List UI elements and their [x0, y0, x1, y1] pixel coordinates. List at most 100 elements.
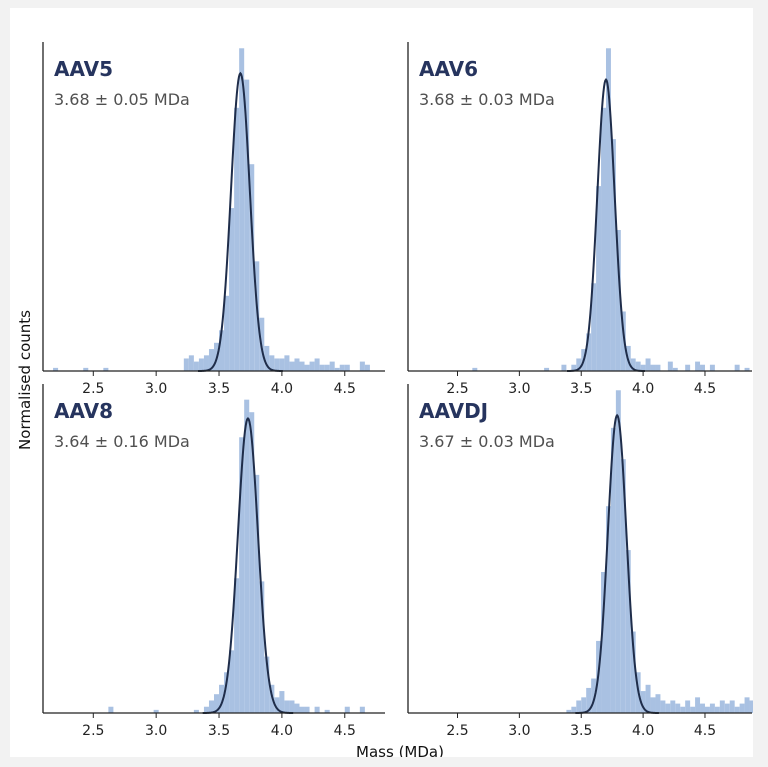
histogram-bar	[576, 358, 582, 371]
histogram-bar	[364, 364, 370, 371]
histogram-bar	[254, 474, 260, 713]
fit-curve	[566, 77, 645, 372]
histogram-bar	[229, 208, 235, 371]
y-axis-label: Normalised counts	[16, 310, 34, 450]
panel-annotation: 3.64 ± 0.16 MDa	[54, 432, 190, 451]
histogram-bar	[695, 697, 701, 713]
histogram-bar	[749, 700, 753, 713]
histogram-bar	[719, 700, 725, 713]
histogram-bar	[193, 709, 199, 713]
histogram-bar	[734, 364, 740, 371]
histogram-bar	[690, 706, 696, 713]
histogram-bar	[635, 361, 641, 371]
histogram-bar	[304, 706, 310, 713]
histogram-bar	[264, 656, 270, 713]
histogram-bar	[219, 330, 225, 371]
histogram-bar	[685, 364, 691, 371]
histogram-bar	[650, 697, 656, 713]
histogram-bar	[324, 709, 330, 713]
histogram-bar	[269, 355, 275, 371]
histogram-bar	[103, 367, 109, 371]
histogram-bar	[744, 367, 750, 371]
histogram-bar	[709, 364, 715, 371]
histogram-bar	[655, 694, 661, 713]
figure-card: Normalised counts Mass (MDa) 2.5 3.0 3.5 4.…	[10, 8, 753, 757]
histogram-bar	[314, 706, 320, 713]
x-tick-label: 3.5	[570, 723, 592, 739]
panel-title: AAVDJ	[419, 399, 488, 423]
histogram-bar	[294, 358, 300, 371]
histogram-bar	[640, 364, 646, 371]
histogram-bar	[709, 703, 715, 713]
histogram-bar	[203, 355, 209, 371]
panel-aav5: 2.5 3.0 3.5 4.0 4.5 AAV5 3.68 ± 0.05 MDa	[42, 42, 385, 397]
histogram-bar	[734, 706, 740, 713]
histogram-bar	[279, 358, 285, 371]
histogram-bar	[660, 700, 666, 713]
histogram-bar	[193, 361, 199, 371]
histogram-bar	[566, 709, 572, 713]
histogram-bar	[670, 700, 676, 713]
histogram-bar	[264, 345, 270, 371]
histogram-bar	[700, 364, 705, 371]
x-tick-label: 4.0	[632, 723, 654, 739]
histogram-bar	[610, 427, 616, 713]
panel-annotation: 3.67 ± 0.03 MDa	[419, 432, 555, 451]
histogram-bar	[695, 361, 701, 371]
panel-aav8: 2.5 3.0 3.5 4.0 4.5 AAV8 3.64 ± 0.16 MDa	[42, 384, 385, 739]
histogram-bar	[274, 697, 280, 713]
histogram-bar	[605, 48, 611, 372]
x-tick-label: 2.5	[82, 723, 104, 739]
x-tick-label: 3.0	[508, 723, 530, 739]
panel-title: AAV6	[419, 57, 478, 81]
histogram-bar	[630, 631, 636, 713]
histogram-bar	[314, 358, 320, 371]
histogram-bar	[198, 358, 204, 371]
histogram-bar	[294, 703, 300, 713]
x-tick-label: 3.5	[208, 723, 230, 739]
histogram-bar	[249, 164, 255, 371]
histogram-bar	[625, 550, 631, 713]
histogram-bar	[324, 364, 330, 371]
histogram-bar	[610, 139, 616, 371]
histogram-bar	[203, 706, 209, 713]
histogram-bar	[645, 358, 651, 371]
histogram-bar	[279, 691, 285, 713]
histogram-bar	[359, 706, 365, 713]
histogram-bar	[234, 578, 240, 713]
histogram-bar	[309, 361, 315, 371]
x-tick-label: 3.5	[570, 381, 592, 397]
panel-annotation: 3.68 ± 0.03 MDa	[419, 90, 555, 109]
histogram-bar	[561, 364, 567, 371]
panel-title: AAV8	[54, 399, 113, 423]
histogram-bar	[239, 48, 245, 372]
histogram-bar	[208, 349, 214, 371]
histogram-bar	[274, 358, 280, 371]
histogram-bar	[744, 697, 750, 713]
histogram-bar	[571, 364, 577, 371]
histogram-bar	[620, 459, 626, 713]
histogram-bar	[83, 367, 89, 371]
histogram-bar	[586, 333, 592, 371]
histogram-bar	[254, 261, 260, 371]
histogram-bar	[329, 361, 335, 371]
x-tick-label: 4.5	[694, 381, 716, 397]
histogram-bar	[229, 650, 235, 713]
x-tick-label: 4.0	[271, 381, 293, 397]
histogram-bar	[615, 390, 621, 713]
histogram-bar	[630, 358, 636, 371]
histogram-bar	[284, 700, 290, 713]
histogram-bar	[344, 706, 350, 713]
histogram-bar	[700, 703, 705, 713]
chart-svg: Normalised counts Mass (MDa) 2.5 3.0 3.5 4.…	[16, 42, 753, 757]
x-tick-label: 2.5	[446, 723, 468, 739]
histogram-bar	[289, 361, 295, 371]
histogram-bar	[667, 361, 673, 371]
histogram-bar	[289, 700, 295, 713]
x-tick-label: 4.5	[334, 723, 356, 739]
histogram-bar	[596, 186, 602, 371]
histogram-bar	[620, 311, 626, 371]
histogram-bar	[188, 355, 194, 371]
fit-curve	[197, 71, 283, 372]
histogram-bar	[472, 367, 478, 371]
